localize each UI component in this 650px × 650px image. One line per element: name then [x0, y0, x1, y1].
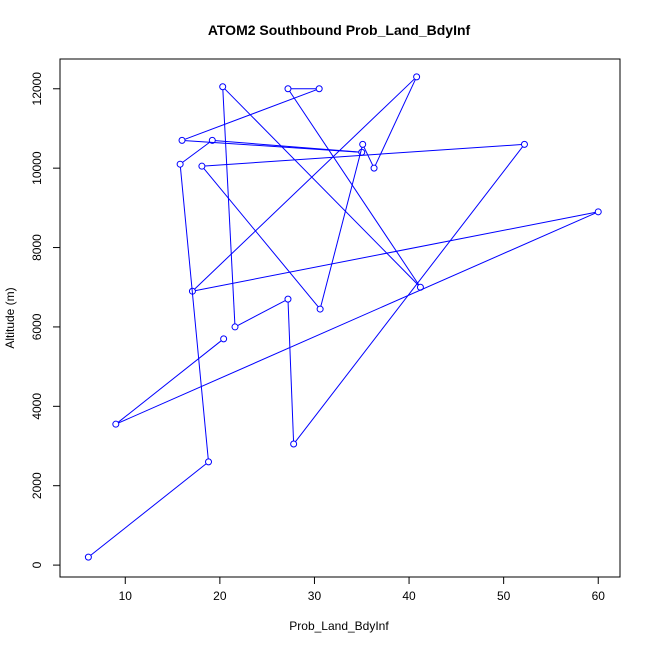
data-point — [231, 323, 239, 331]
data-point — [112, 420, 120, 428]
series-segment — [289, 90, 420, 286]
y-tick-label: 10000 — [30, 151, 44, 185]
y-tick-label: 4000 — [30, 393, 44, 420]
y-tick-label: 2000 — [30, 472, 44, 499]
data-point — [188, 287, 196, 295]
data-point — [220, 335, 228, 343]
series-segment — [224, 88, 419, 286]
series-segment — [182, 141, 211, 163]
data-point — [315, 85, 323, 93]
x-tick-label: 20 — [213, 589, 227, 603]
series-segment — [184, 140, 359, 153]
x-tick-label: 10 — [119, 589, 133, 603]
series-segment — [295, 146, 524, 442]
data-point — [316, 305, 324, 313]
series-segment — [222, 89, 236, 324]
series-segment — [320, 147, 363, 307]
x-tick-label: 30 — [308, 589, 322, 603]
series-segment — [179, 167, 209, 459]
y-tick-label: 6000 — [30, 313, 44, 340]
x-tick-label: 60 — [592, 589, 606, 603]
x-tick-label: 50 — [497, 589, 511, 603]
series-segment — [195, 211, 596, 292]
data-point — [370, 164, 378, 172]
data-point — [198, 162, 206, 170]
data-point — [84, 553, 92, 561]
data-point — [178, 136, 186, 144]
series-segment — [117, 340, 222, 423]
data-point — [413, 73, 421, 81]
series-segment — [118, 212, 596, 424]
data-point — [208, 136, 216, 144]
series-segment — [90, 463, 207, 556]
data-point — [290, 440, 298, 448]
series-segment — [237, 300, 286, 326]
data-point — [205, 458, 213, 466]
chart-title: ATOM2 Southbound Prob_Land_BdyInf — [208, 22, 471, 38]
y-tick-label: 0 — [30, 561, 44, 568]
series-segment — [203, 168, 319, 308]
series-layer — [84, 73, 602, 561]
series-segment — [363, 146, 374, 166]
plot-frame — [59, 58, 621, 578]
y-tick-label: 12000 — [30, 72, 44, 106]
y-axis: 0 2000 4000 6000 8000 10000 12000 — [30, 72, 61, 568]
y-tick-label: 8000 — [30, 234, 44, 261]
data-point — [359, 140, 367, 148]
x-tick-label: 40 — [402, 589, 416, 603]
data-point — [284, 85, 292, 93]
x-axis: 10 20 30 40 50 60 — [119, 576, 606, 603]
data-point — [219, 83, 227, 91]
series-segment — [374, 79, 416, 166]
data-point — [520, 140, 528, 148]
data-point — [416, 283, 424, 291]
series-segment — [287, 302, 295, 442]
x-axis-label: Prob_Land_BdyInf — [289, 619, 389, 633]
data-point — [358, 148, 366, 156]
data-point — [284, 295, 292, 303]
data-point — [176, 160, 184, 168]
y-axis-label: Altitude (m) — [3, 287, 17, 348]
data-point — [594, 208, 602, 216]
series-segment — [194, 78, 415, 290]
